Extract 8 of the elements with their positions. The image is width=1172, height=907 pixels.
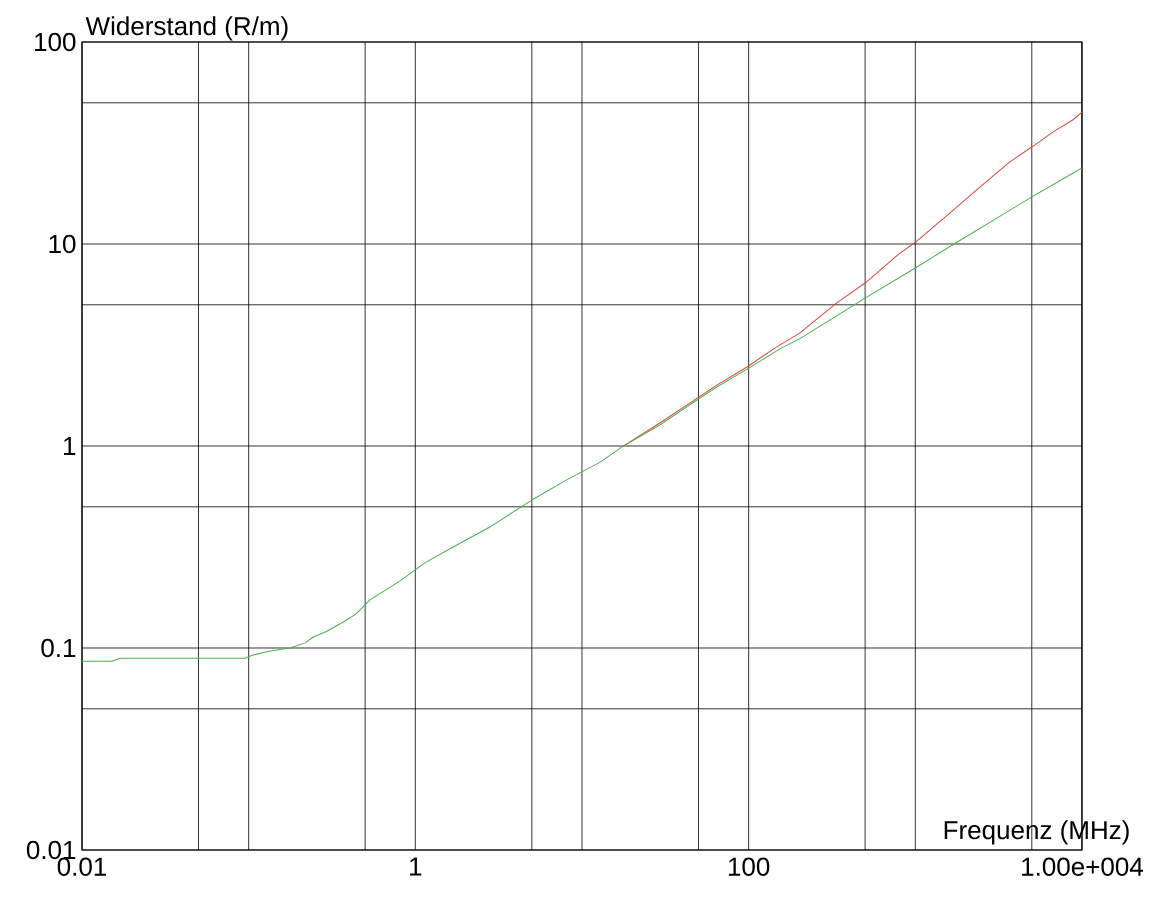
y-axis-title: Widerstand (R/m)	[85, 16, 288, 41]
x-tick-label: 1.00e+004	[1022, 857, 1143, 876]
y-tick-label: 100	[35, 32, 76, 52]
y-tick-label: 0.1	[41, 638, 76, 658]
y-tick-label: 1	[63, 437, 76, 455]
x-tick-label: 100	[728, 857, 770, 876]
x-tick-label: 1	[410, 857, 422, 876]
y-tick-label: 10	[49, 234, 76, 254]
